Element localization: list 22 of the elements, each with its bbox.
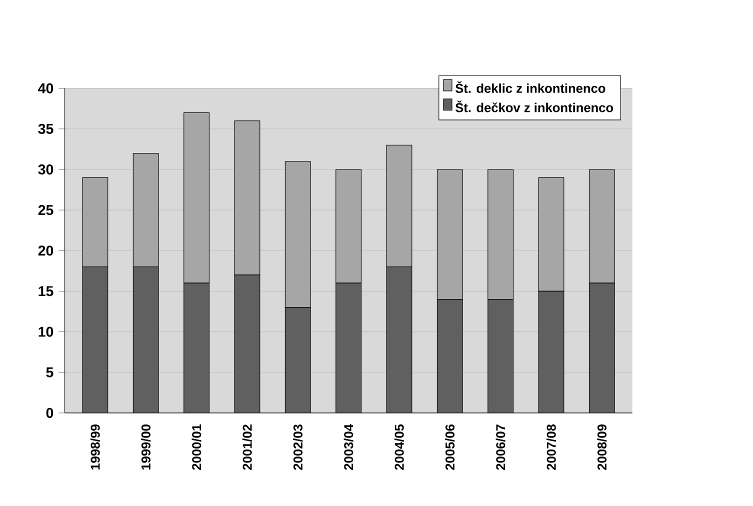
x-tick-label: 2006/07 — [496, 424, 506, 470]
x-tick-label: 2005/06 — [445, 424, 455, 470]
y-tick-label: 35 — [38, 124, 54, 134]
x-tick-label: 1998/99 — [90, 424, 100, 470]
x-tick-label: 2004/05 — [394, 424, 404, 470]
y-tick-label: 40 — [38, 83, 54, 94]
y-tick-label: 30 — [38, 164, 54, 174]
y-tick-label: 5 — [46, 367, 54, 378]
y-tick-label: 20 — [38, 246, 54, 256]
x-tick-label: 2001/02 — [242, 424, 252, 470]
x-tick-label: 2008/09 — [597, 424, 607, 470]
y-tick-label: 25 — [38, 205, 54, 216]
x-tick-label: 1999/00 — [141, 424, 151, 470]
legend-label: Št. deklic z inkontinenco — [455, 81, 606, 93]
x-tick-label: 2000/01 — [192, 424, 202, 470]
x-tick-label: 2007/08 — [546, 424, 556, 470]
legend-label: Št. dečkov z inkontinenco — [455, 100, 614, 112]
x-tick-label: 2003/04 — [344, 424, 354, 470]
y-tick-label: 0 — [46, 408, 54, 418]
y-tick-label: 10 — [38, 326, 54, 337]
x-tick-label: 2002/03 — [293, 424, 303, 470]
y-tick-label: 15 — [38, 286, 54, 296]
